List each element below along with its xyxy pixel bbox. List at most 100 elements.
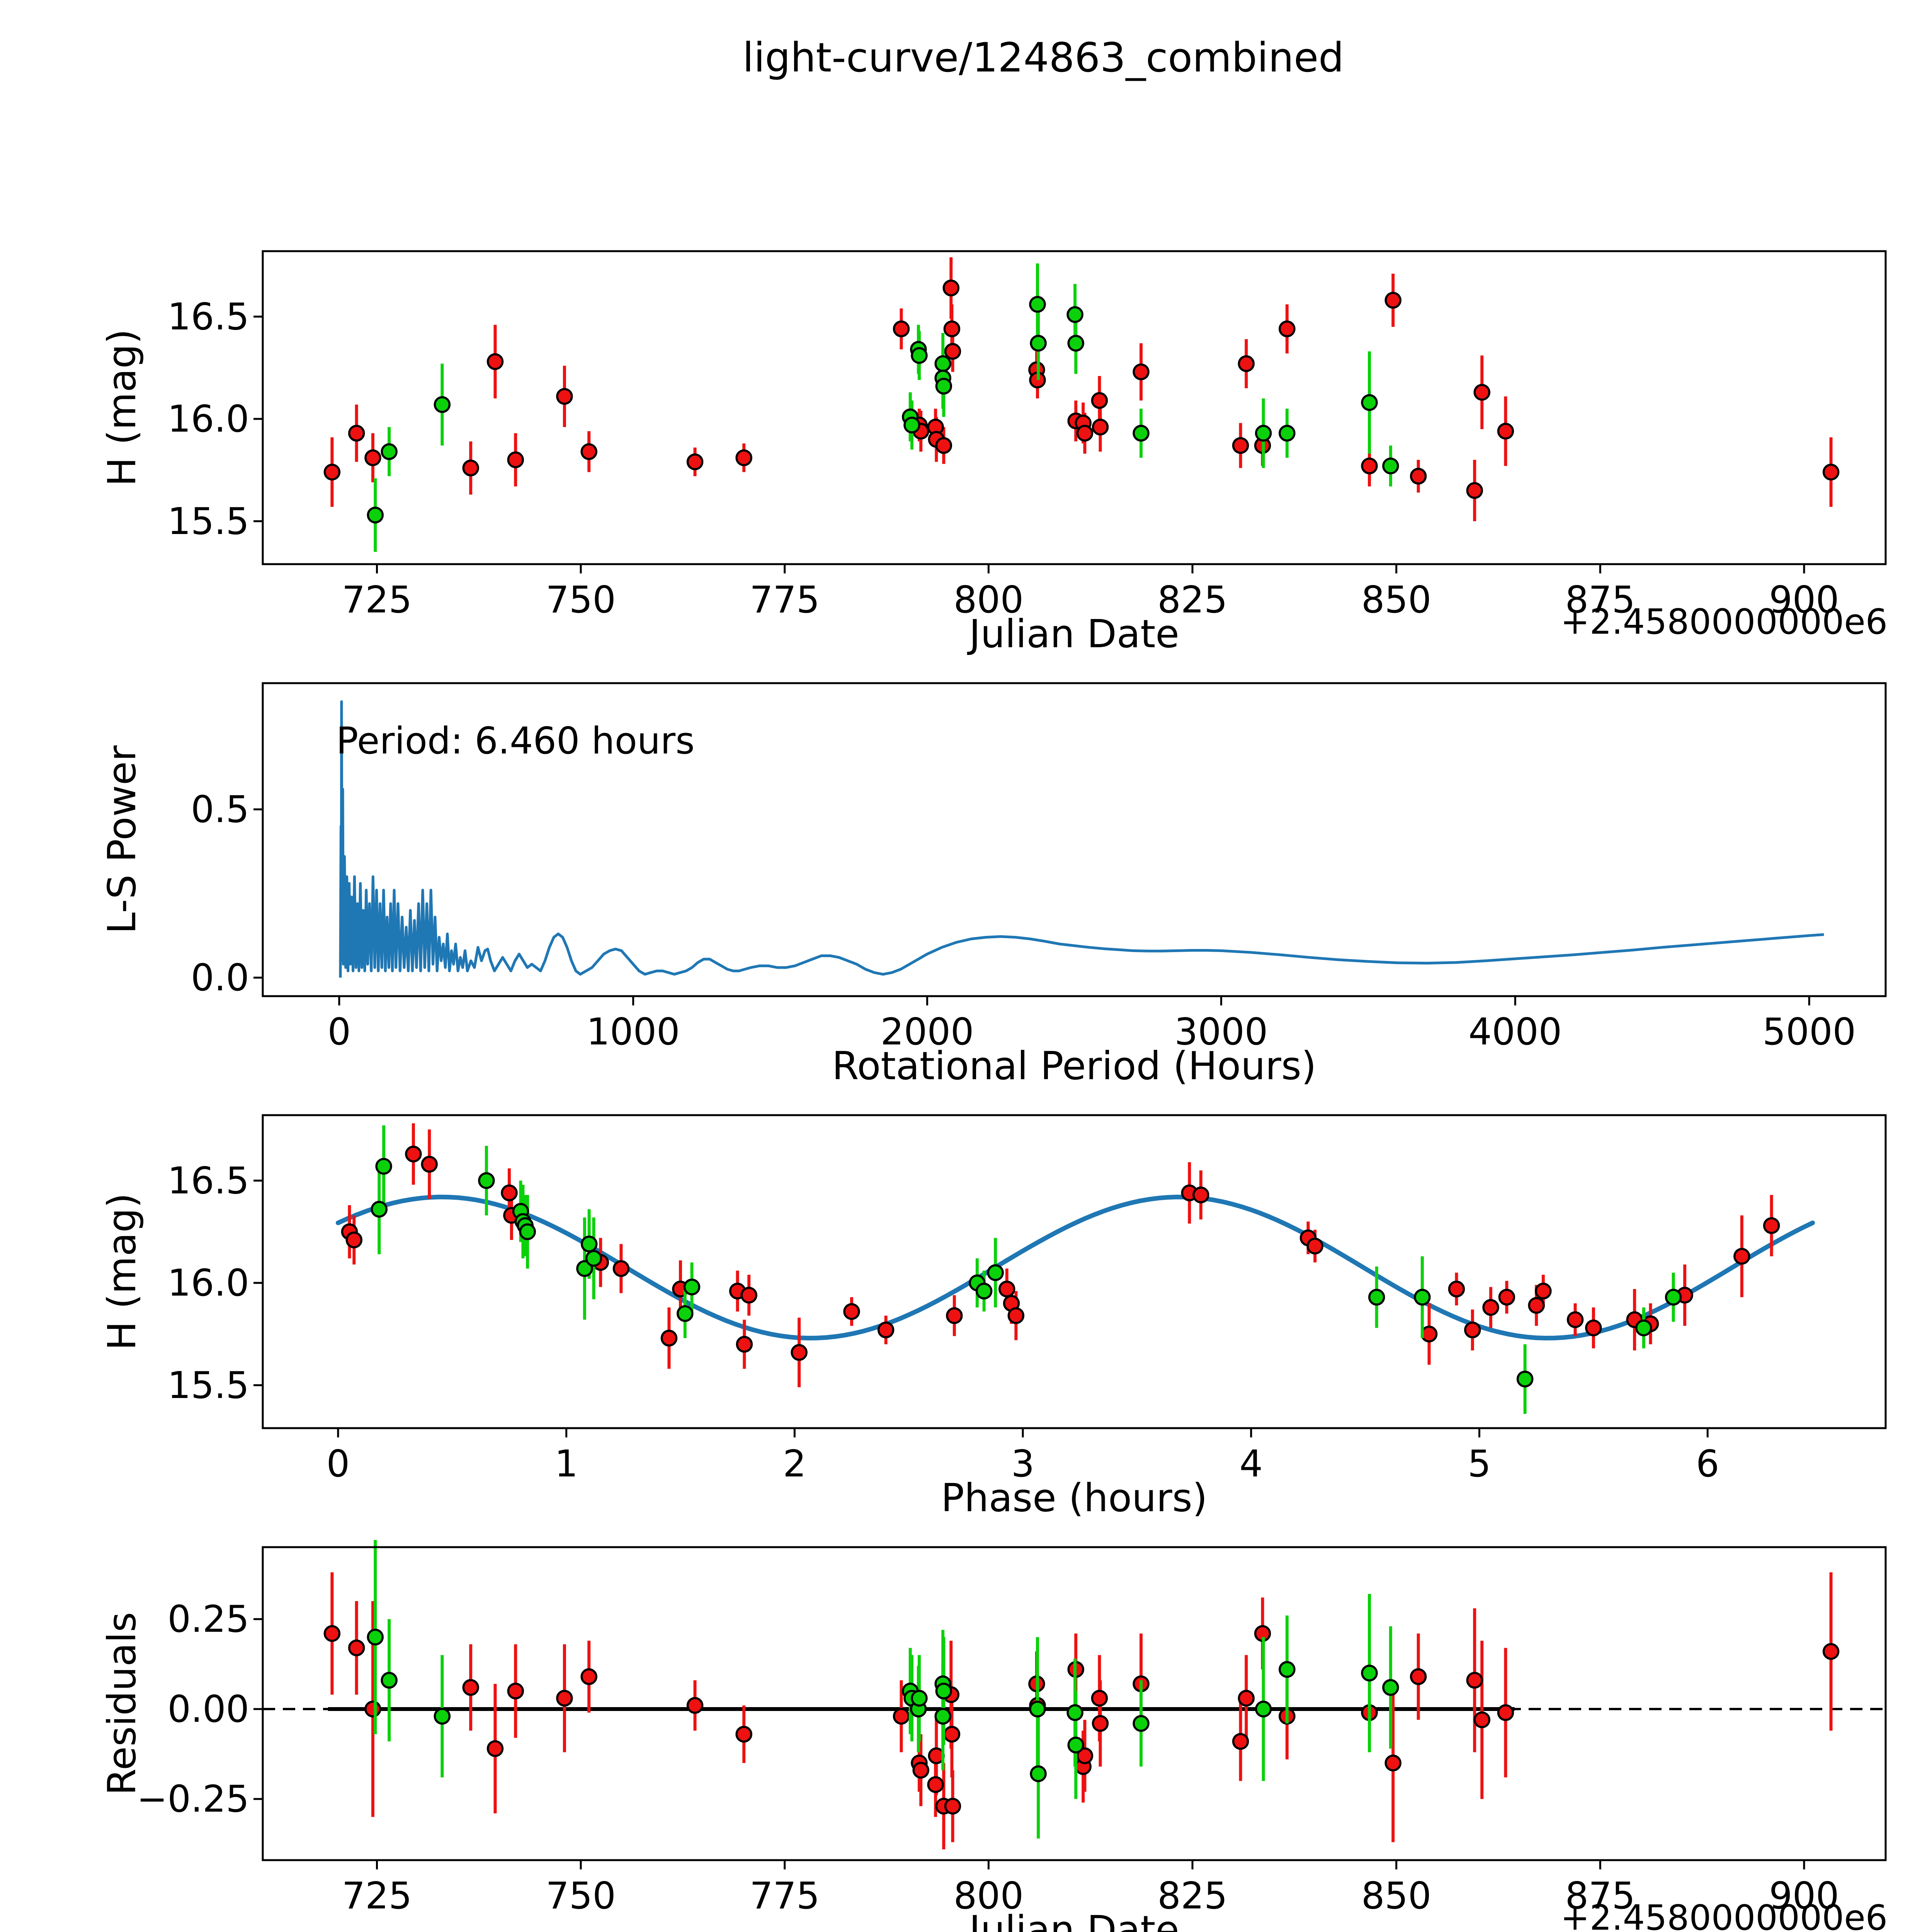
datapoint-green	[434, 1708, 451, 1725]
datapoint-red	[944, 1798, 961, 1815]
x-tick-label: 775	[750, 1875, 820, 1917]
datapoint-red	[348, 1639, 365, 1656]
datapoint-red	[556, 388, 573, 405]
datapoint-green	[677, 1305, 694, 1322]
x-axis-label: Rotational Period (Hours)	[832, 1043, 1316, 1088]
datapoint-red	[686, 1697, 704, 1714]
datapoint-red	[686, 453, 704, 471]
x-tick-label: 0	[328, 1011, 351, 1053]
datapoint-red	[1822, 464, 1840, 481]
x-tick-label: 2000	[881, 1011, 974, 1053]
datapoint-red	[740, 1287, 757, 1304]
datapoint-red	[1497, 1704, 1514, 1721]
x-tick-label: 6	[1696, 1443, 1719, 1485]
datapoint-green	[1133, 425, 1150, 442]
datapoint-red	[345, 1231, 363, 1248]
datapoint-red	[1076, 425, 1094, 442]
datapoint-red	[1733, 1248, 1750, 1265]
axes-spines	[262, 250, 1887, 565]
series-red-observations	[323, 257, 1840, 521]
datapoint-green	[1361, 394, 1378, 411]
datapoint-red	[462, 459, 479, 476]
datapoint-green	[1030, 335, 1047, 352]
y-tick-label: 15.5	[167, 500, 249, 543]
datapoint-red	[580, 443, 597, 460]
datapoint-red	[912, 1762, 929, 1779]
x-tick-label: 850	[1361, 579, 1431, 621]
datapoint-red	[943, 1726, 961, 1743]
datapoint-red	[943, 320, 961, 337]
datapoint-red	[1076, 1747, 1094, 1764]
datapoint-green	[903, 417, 920, 434]
datapoint-red	[998, 1281, 1015, 1298]
series-green-observations	[371, 1125, 1682, 1414]
x-tick-label: 4	[1240, 1443, 1263, 1485]
datapoint-green	[1516, 1371, 1534, 1388]
x-tick-label: 1	[554, 1443, 578, 1485]
datapoint-red	[323, 464, 341, 481]
panel-phase-lightcurve: 0 1 2 3 4 5 6 15.5 16.0 16.5 Phase (hours) H (mag)	[99, 1114, 1887, 1520]
datapoint-green	[478, 1172, 495, 1189]
x-tick-label: 725	[342, 1875, 412, 1917]
datapoint-green	[975, 1282, 993, 1300]
datapoint-green	[371, 1201, 388, 1218]
series-green-observations	[367, 263, 1399, 552]
datapoint-red	[405, 1145, 422, 1163]
x-tick-label: 4000	[1468, 1011, 1562, 1053]
y-tick-label: 15.5	[167, 1364, 249, 1407]
datapoint-red	[1238, 1690, 1255, 1707]
periodogram-line	[339, 700, 1824, 978]
datapoint-red	[660, 1330, 678, 1347]
datapoint-red	[1528, 1297, 1545, 1314]
datapoint-green	[1414, 1289, 1431, 1306]
datapoint-red	[507, 1682, 524, 1700]
datapoint-red	[486, 1740, 504, 1757]
datapoint-red	[735, 449, 752, 466]
datapoint-green	[1279, 425, 1296, 442]
y-axis-label: H (mag)	[99, 329, 145, 486]
y-tick-label: −0.25	[137, 1778, 249, 1821]
x-tick-label: 725	[342, 579, 412, 621]
datapoint-red	[1448, 1281, 1465, 1298]
y-tick-label: 16.5	[167, 1160, 249, 1202]
x-tick-label: 850	[1361, 1875, 1431, 1917]
datapoint-red	[1464, 1321, 1481, 1338]
datapoint-green	[1382, 457, 1399, 474]
x-tick-label: 825	[1157, 1875, 1227, 1917]
y-tick-label: 0.0	[191, 957, 249, 999]
datapoint-green	[381, 443, 398, 460]
x-tick-label: 875	[1565, 1875, 1635, 1917]
datapoint-green	[1382, 1679, 1399, 1696]
series-red-observations	[341, 1123, 1780, 1388]
datapoint-red	[1306, 1238, 1323, 1255]
datapoint-green	[1368, 1289, 1385, 1306]
datapoint-red	[1092, 418, 1109, 436]
datapoint-green	[381, 1672, 398, 1689]
datapoint-red	[791, 1344, 808, 1361]
y-tick-label: 0.5	[191, 789, 249, 831]
datapoint-red	[893, 320, 910, 337]
datapoint-red	[1092, 1715, 1109, 1732]
datapoint-red	[944, 343, 961, 360]
x-tick-label: 750	[546, 1875, 616, 1917]
x-tick-label: 900	[1769, 579, 1839, 621]
datapoint-red	[556, 1690, 573, 1707]
datapoint-red	[1410, 468, 1427, 485]
figure-title: light-curve/124863_combined	[742, 34, 1344, 81]
datapoint-green	[1029, 1701, 1046, 1718]
panel-periodogram: 0 1000 2000 3000 4000 5000 0.0 0.5 Rotational Pe…	[99, 682, 1887, 1088]
datapoint-red	[580, 1668, 597, 1685]
x-tick-label: 5	[1468, 1443, 1491, 1485]
datapoint-red	[501, 1184, 518, 1201]
x-tick-label: 800	[954, 1875, 1024, 1917]
datapoint-red	[462, 1679, 479, 1696]
datapoint-green	[1066, 306, 1083, 323]
datapoint-green	[576, 1260, 593, 1277]
datapoint-red	[1232, 1733, 1249, 1750]
datapoint-red	[1466, 482, 1483, 499]
x-tick-label: 800	[954, 579, 1024, 621]
datapoint-green	[1133, 1715, 1150, 1732]
datapoint-red	[1585, 1319, 1602, 1337]
datapoint-red	[1473, 1711, 1491, 1728]
datapoint-green	[1066, 1704, 1083, 1721]
